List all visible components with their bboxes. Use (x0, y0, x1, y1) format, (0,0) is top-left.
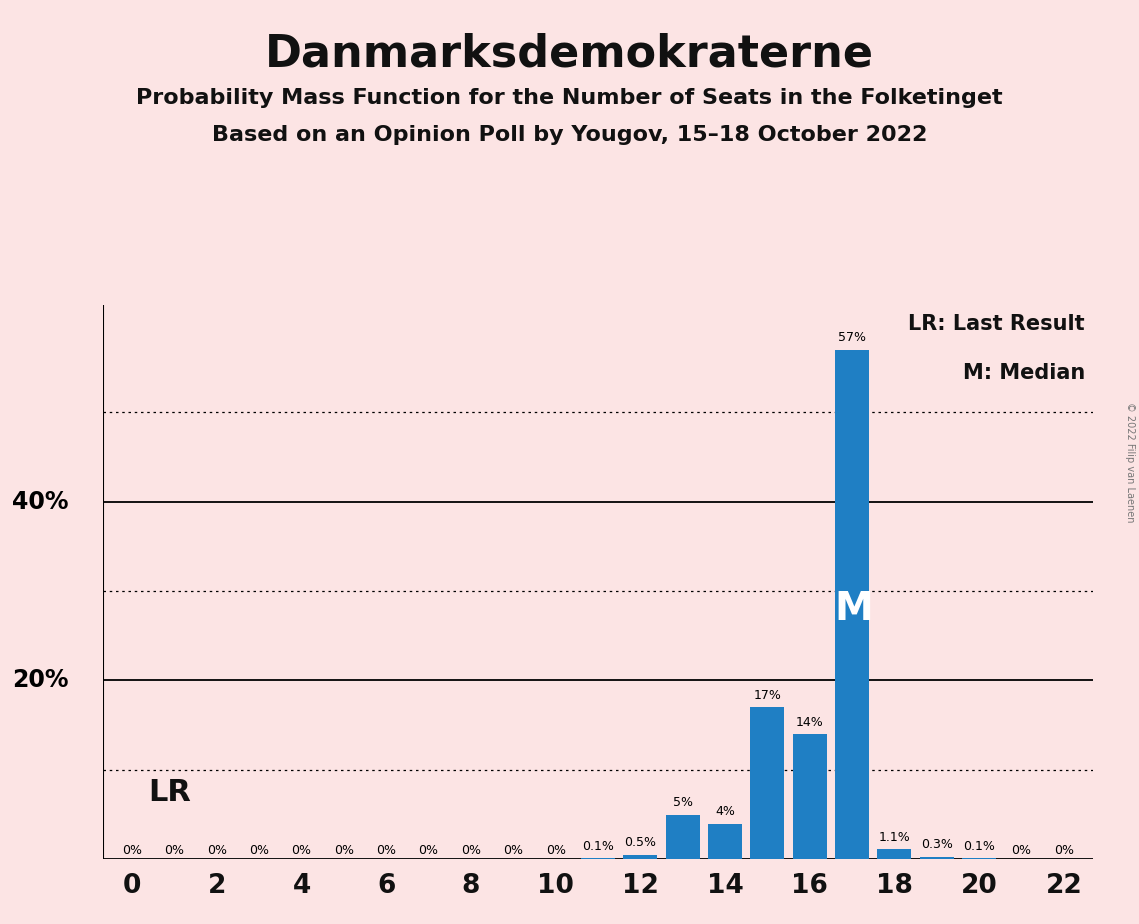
Text: 5%: 5% (673, 796, 693, 809)
Text: 1.1%: 1.1% (878, 831, 910, 845)
Text: LR: LR (148, 778, 191, 807)
Text: 0%: 0% (546, 844, 566, 857)
Text: M: Median: M: Median (962, 363, 1085, 383)
Text: 0.5%: 0.5% (624, 836, 656, 849)
Bar (920, 857, 953, 859)
Text: 40%: 40% (13, 490, 68, 514)
Text: 0%: 0% (461, 844, 481, 857)
Text: 0%: 0% (207, 844, 227, 857)
Text: 0%: 0% (376, 844, 396, 857)
Text: 17%: 17% (753, 689, 781, 702)
Text: Danmarksdemokraterne: Danmarksdemokraterne (265, 32, 874, 76)
Text: 0%: 0% (249, 844, 269, 857)
Bar (793, 735, 827, 859)
Bar (623, 855, 657, 859)
Text: 20%: 20% (13, 668, 68, 692)
Text: 0.1%: 0.1% (582, 840, 614, 853)
Text: 0%: 0% (334, 844, 354, 857)
Text: Probability Mass Function for the Number of Seats in the Folketinget: Probability Mass Function for the Number… (137, 88, 1002, 108)
Text: © 2022 Filip van Laenen: © 2022 Filip van Laenen (1125, 402, 1134, 522)
Text: M: M (835, 590, 874, 628)
Text: LR: Last Result: LR: Last Result (908, 314, 1085, 334)
Bar (877, 849, 911, 859)
Text: 0%: 0% (1011, 844, 1032, 857)
Text: 4%: 4% (715, 805, 735, 818)
Bar (751, 707, 785, 859)
Text: 0%: 0% (419, 844, 439, 857)
Text: 0%: 0% (503, 844, 523, 857)
Bar (835, 349, 869, 859)
Text: 0.1%: 0.1% (964, 840, 995, 853)
Text: 0%: 0% (292, 844, 312, 857)
Bar (708, 823, 741, 859)
Text: Based on an Opinion Poll by Yougov, 15–18 October 2022: Based on an Opinion Poll by Yougov, 15–1… (212, 125, 927, 145)
Text: 0%: 0% (164, 844, 185, 857)
Text: 57%: 57% (838, 332, 866, 345)
Bar (665, 815, 699, 859)
Text: 0%: 0% (122, 844, 142, 857)
Text: 14%: 14% (796, 716, 823, 729)
Text: 0.3%: 0.3% (920, 838, 952, 851)
Text: 0%: 0% (1054, 844, 1074, 857)
